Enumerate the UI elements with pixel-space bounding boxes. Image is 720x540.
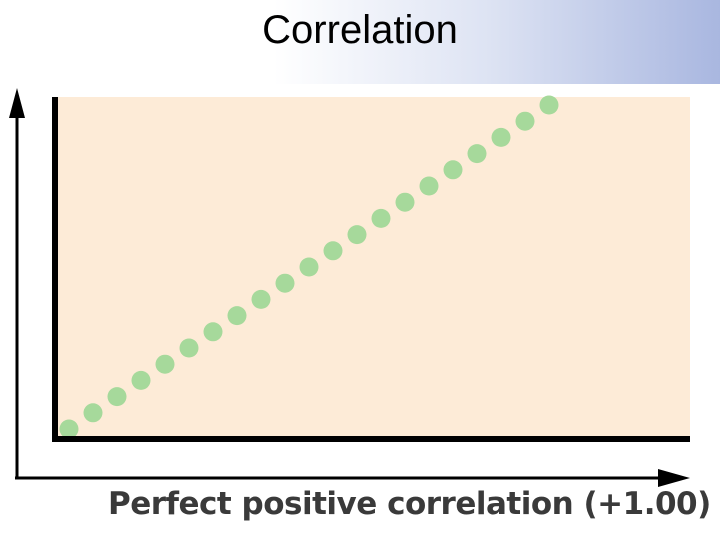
data-point [443,160,463,180]
data-point [203,322,223,342]
data-point [227,306,247,326]
x-axis-label: Perfect positive correlation (+1.00) [108,486,711,522]
data-point [371,208,391,228]
data-point [179,338,199,358]
data-point [83,403,103,423]
data-point [251,289,271,309]
data-point [491,127,511,147]
data-point [299,257,319,277]
data-points [59,95,559,439]
plot-background [55,97,690,439]
data-point [419,176,439,196]
data-point [59,419,79,439]
y-axis-arrowhead [9,88,25,118]
data-point [155,354,175,374]
slide-title: Correlation [262,8,458,52]
data-point [275,273,295,293]
title-bar [0,0,720,84]
data-point [539,95,559,115]
data-point [131,370,151,390]
data-point [323,241,343,261]
data-point [107,387,127,407]
data-point [515,111,535,131]
data-point [395,192,415,212]
data-point [467,144,487,164]
data-point [347,225,367,245]
x-axis-arrowhead [658,469,690,487]
